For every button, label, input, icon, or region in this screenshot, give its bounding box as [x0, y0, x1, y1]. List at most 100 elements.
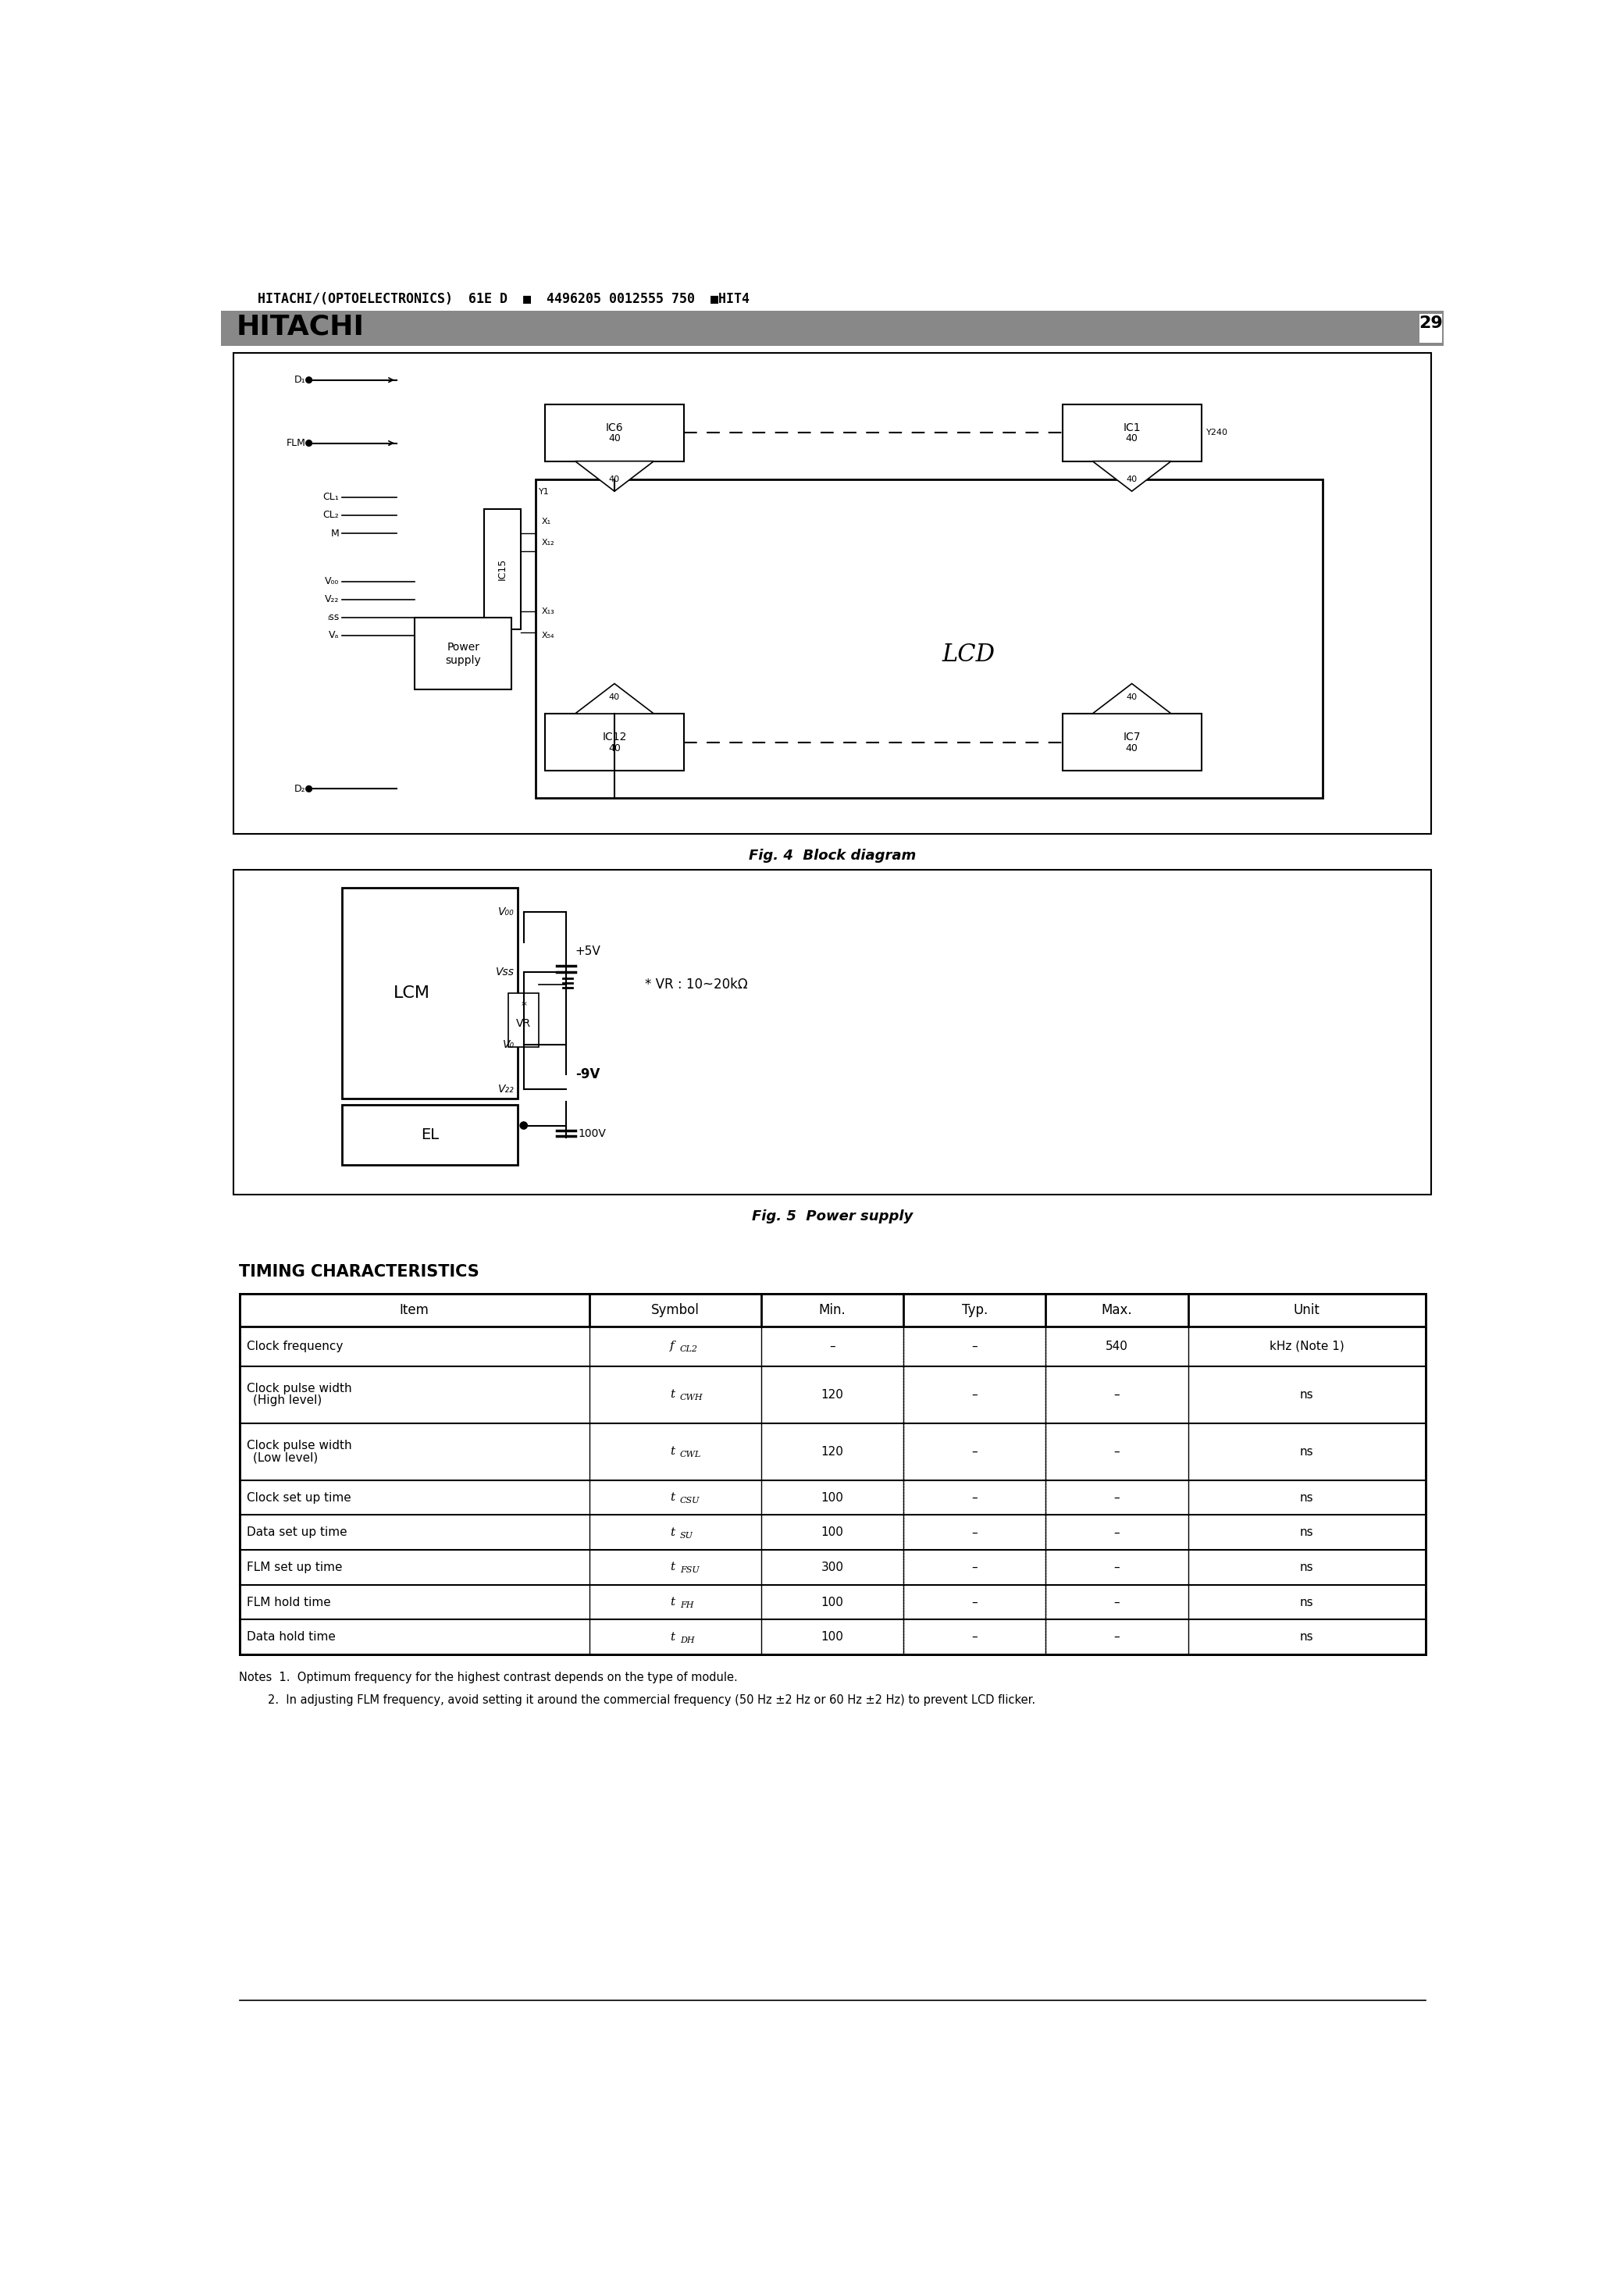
Text: –: – [971, 1527, 978, 1539]
Text: –: – [1114, 1630, 1121, 1642]
Text: ns: ns [1299, 1491, 1314, 1505]
Bar [221, 311, 1444, 346]
Text: Symbol: Symbol [651, 1303, 700, 1317]
Text: FSU: FSU [680, 1566, 700, 1573]
Text: EL: EL [421, 1127, 438, 1143]
Text: CL2: CL2 [680, 1347, 698, 1353]
Text: –: – [971, 1562, 978, 1573]
Text: t: t [669, 1596, 674, 1608]
Text: X₁: X₁ [542, 518, 551, 524]
Text: X₁₂: X₁₂ [542, 538, 555, 547]
Text: –: – [971, 1388, 978, 1401]
Text: ns: ns [1299, 1596, 1314, 1608]
Bar [1419, 314, 1442, 344]
Text: 100: 100 [822, 1596, 843, 1608]
Text: Data set up time: Data set up time [247, 1527, 348, 1539]
Text: –: – [1114, 1596, 1121, 1608]
Text: 40: 40 [609, 433, 620, 444]
Text: –: – [971, 1445, 978, 1456]
Text: –: – [1114, 1562, 1121, 1573]
Text: CWL: CWL [680, 1452, 702, 1459]
Text: DH: DH [680, 1637, 695, 1644]
Text: t: t [669, 1633, 674, 1642]
Text: LCD: LCD [942, 643, 996, 666]
Text: ns: ns [1299, 1388, 1314, 1401]
Text: ns: ns [1299, 1562, 1314, 1573]
Text: CWH: CWH [680, 1395, 703, 1401]
Text: 40: 40 [1127, 476, 1137, 483]
Text: HITACHI: HITACHI [235, 314, 364, 339]
Text: –: – [1114, 1491, 1121, 1505]
Text: SU: SU [680, 1532, 693, 1539]
Bar [546, 403, 684, 460]
Bar [414, 618, 512, 689]
Bar [1062, 403, 1202, 460]
Text: TIMING CHARACTERISTICS: TIMING CHARACTERISTICS [239, 1264, 479, 1280]
Circle shape [305, 440, 312, 447]
Text: 40: 40 [609, 476, 620, 483]
Text: V₀: V₀ [503, 1040, 515, 1049]
Text: –: – [971, 1340, 978, 1353]
Text: –: – [971, 1596, 978, 1608]
Text: FLM hold time: FLM hold time [247, 1596, 331, 1608]
Text: VR: VR [516, 1017, 531, 1028]
Text: IC12: IC12 [603, 733, 627, 742]
Text: Item: Item [400, 1303, 429, 1317]
Text: ns: ns [1299, 1527, 1314, 1539]
Text: Data hold time: Data hold time [247, 1630, 336, 1642]
Text: –: – [1114, 1527, 1121, 1539]
Text: t: t [669, 1562, 674, 1573]
Bar [239, 1294, 1426, 1656]
Text: V₂₂: V₂₂ [325, 595, 339, 605]
Bar [484, 508, 521, 630]
Text: Clock pulse width: Clock pulse width [247, 1383, 352, 1395]
Text: IC7: IC7 [1124, 733, 1140, 742]
Text: V₀₀: V₀₀ [499, 907, 515, 918]
Text: 100: 100 [822, 1491, 843, 1505]
Text: 40: 40 [609, 694, 620, 701]
Text: V₀₀: V₀₀ [325, 577, 339, 586]
Text: Clock frequency: Clock frequency [247, 1340, 343, 1353]
Text: FLM set up time: FLM set up time [247, 1562, 343, 1573]
Polygon shape [575, 685, 654, 714]
Text: ns: ns [1299, 1445, 1314, 1456]
Text: 100V: 100V [578, 1129, 606, 1138]
Text: (Low level): (Low level) [253, 1452, 318, 1463]
Text: X₅₄: X₅₄ [542, 632, 555, 639]
Text: kHz (Note 1): kHz (Note 1) [1270, 1340, 1345, 1353]
Text: LCM: LCM [393, 985, 430, 1001]
Text: 29: 29 [1419, 316, 1442, 332]
Text: ns: ns [1299, 1630, 1314, 1642]
Text: FLM: FLM [286, 437, 305, 449]
Text: ᵢss: ᵢss [328, 611, 339, 623]
Text: t: t [669, 1527, 674, 1539]
Text: CSU: CSU [680, 1498, 700, 1505]
Text: Y1: Y1 [539, 488, 549, 497]
Bar [234, 353, 1431, 834]
Text: –: – [971, 1491, 978, 1505]
Polygon shape [1093, 460, 1171, 492]
Text: 120: 120 [822, 1388, 843, 1401]
Text: D₂: D₂ [294, 783, 305, 795]
Text: Min.: Min. [818, 1303, 846, 1317]
Bar [343, 889, 518, 1099]
Text: 40: 40 [1125, 744, 1138, 753]
Text: 2.  In adjusting FLM frequency, avoid setting it around the commercial frequency: 2. In adjusting FLM frequency, avoid set… [239, 1695, 1036, 1706]
Text: 540: 540 [1106, 1340, 1129, 1353]
Bar [234, 870, 1431, 1195]
Text: –: – [971, 1630, 978, 1642]
Text: HITACHI/(OPTOELECTRONICS)  61E D  ■  4496205 0012555 750  ■HIT4: HITACHI/(OPTOELECTRONICS) 61E D ■ 449620… [258, 291, 749, 305]
Text: –: – [1114, 1388, 1121, 1401]
Text: M: M [331, 529, 339, 538]
Text: IC15: IC15 [497, 559, 508, 579]
Text: 40: 40 [1127, 694, 1137, 701]
Text: supply: supply [445, 655, 481, 666]
Text: t: t [669, 1493, 674, 1502]
Circle shape [305, 785, 312, 792]
Text: Y240: Y240 [1207, 428, 1228, 437]
Text: D₁: D₁ [294, 376, 305, 385]
Text: IC1: IC1 [1122, 421, 1140, 433]
Text: Unit: Unit [1293, 1303, 1320, 1317]
Text: Clock pulse width: Clock pulse width [247, 1440, 352, 1452]
Circle shape [520, 1122, 528, 1129]
